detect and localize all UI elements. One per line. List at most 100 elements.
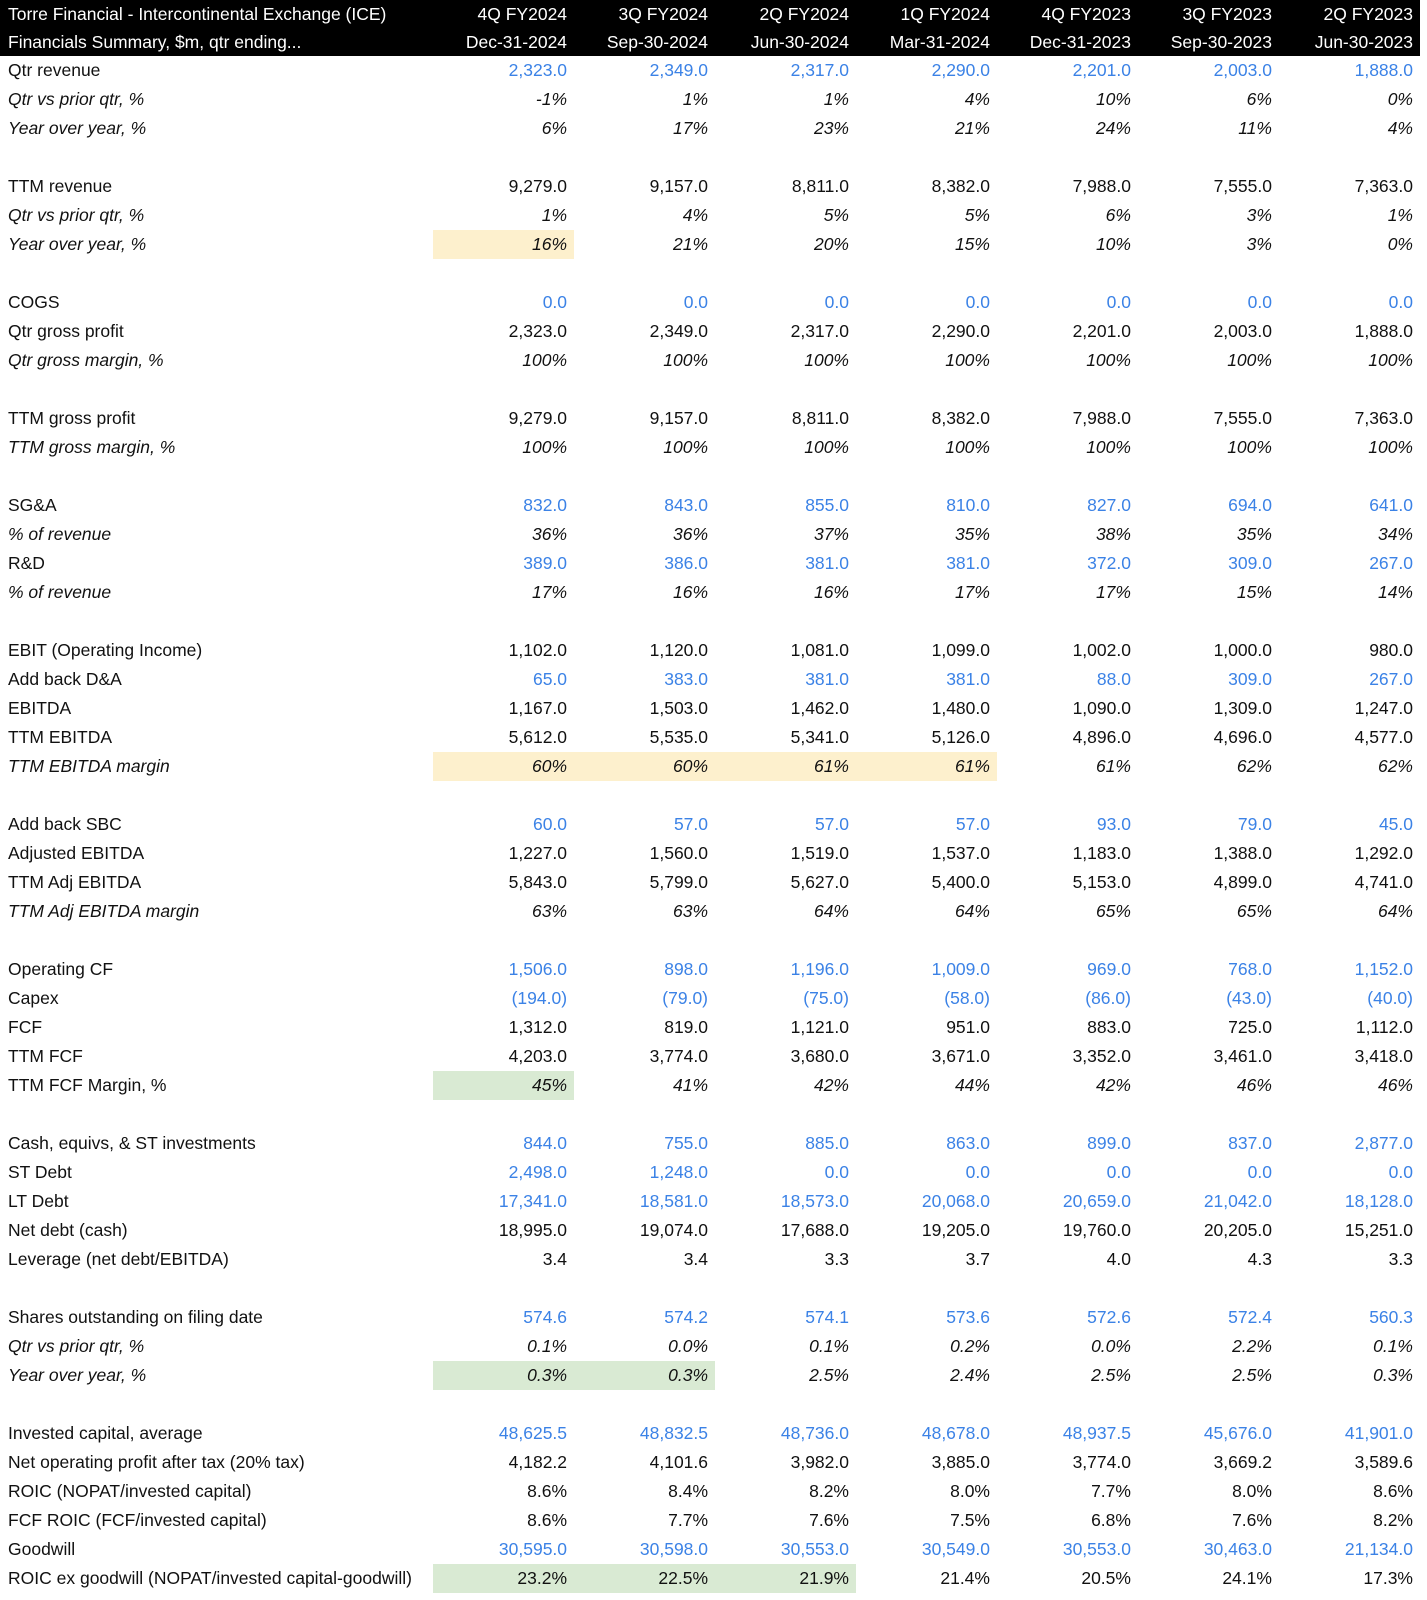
value-cell[interactable]: 3.3 [824, 1249, 849, 1269]
value-cell[interactable]: 21,042.0 [1203, 1191, 1272, 1211]
value-cell[interactable]: 64% [954, 901, 990, 921]
value-cell[interactable]: 100% [1086, 437, 1131, 457]
empty-cell[interactable] [433, 1274, 574, 1303]
empty-cell[interactable] [433, 781, 574, 810]
value-cell[interactable]: 48,937.5 [1062, 1423, 1131, 1443]
value-cell[interactable]: 21.4% [940, 1568, 990, 1588]
row-label[interactable]: Shares outstanding on filing date [8, 1307, 263, 1327]
value-cell[interactable]: 2.2% [1232, 1336, 1272, 1356]
value-cell[interactable]: 3,418.0 [1354, 1046, 1413, 1066]
empty-cell[interactable] [715, 1390, 856, 1419]
value-cell[interactable]: 61% [715, 752, 856, 781]
row-label[interactable]: % of revenue [8, 524, 112, 544]
sheet-subtitle[interactable]: Financials Summary, $m, qtr ending... [0, 28, 434, 56]
empty-cell[interactable] [1138, 1390, 1279, 1419]
value-cell[interactable]: 24.1% [1222, 1568, 1272, 1588]
empty-cell[interactable] [0, 926, 433, 955]
value-cell[interactable]: 65.0 [532, 669, 568, 689]
value-cell[interactable]: 5% [823, 205, 849, 225]
value-cell[interactable]: 1% [541, 205, 568, 225]
value-cell[interactable]: 100% [1368, 437, 1413, 457]
value-cell[interactable]: 1,309.0 [1213, 698, 1272, 718]
empty-cell[interactable] [1138, 375, 1279, 404]
row-label[interactable]: TTM Adj EBITDA margin [8, 901, 200, 921]
value-cell[interactable]: 0.0 [965, 1162, 990, 1182]
row-label[interactable]: Capex [8, 988, 59, 1008]
value-cell[interactable]: 573.6 [946, 1307, 990, 1327]
value-cell[interactable]: 572.4 [1228, 1307, 1272, 1327]
value-cell[interactable]: 2,877.0 [1354, 1133, 1413, 1153]
value-cell[interactable]: 45% [433, 1071, 575, 1100]
value-cell[interactable]: 79.0 [1237, 814, 1272, 834]
row-label[interactable]: LT Debt [8, 1191, 69, 1211]
date-header[interactable]: Jun-30-2024 [715, 28, 856, 56]
value-cell[interactable]: 1,121.0 [790, 1017, 849, 1037]
value-cell[interactable]: 0.3% [574, 1361, 716, 1390]
value-cell[interactable]: 48,736.0 [780, 1423, 849, 1443]
value-cell[interactable]: 389.0 [523, 553, 568, 573]
value-cell[interactable]: 6% [1246, 89, 1272, 109]
row-label[interactable]: Qtr gross margin, % [8, 350, 164, 370]
value-cell[interactable]: 5,612.0 [508, 727, 568, 747]
value-cell[interactable]: 574.2 [664, 1307, 709, 1327]
row-label[interactable]: TTM EBITDA [8, 727, 113, 747]
value-cell[interactable]: 42% [1095, 1075, 1131, 1095]
value-cell[interactable]: 14% [1377, 582, 1413, 602]
value-cell[interactable]: 16% [813, 582, 849, 602]
value-cell[interactable]: 9,157.0 [649, 408, 709, 428]
empty-cell[interactable] [1279, 259, 1420, 288]
value-cell[interactable]: 0% [1387, 234, 1413, 254]
value-cell[interactable]: 8.2% [809, 1481, 849, 1501]
value-cell[interactable]: 3,885.0 [931, 1452, 990, 1472]
value-cell[interactable]: 20% [813, 234, 849, 254]
value-cell[interactable]: 0.0 [1106, 292, 1131, 312]
value-cell[interactable]: 6% [541, 118, 568, 138]
value-cell[interactable]: 0.0 [1106, 1162, 1131, 1182]
value-cell[interactable]: 17% [954, 582, 990, 602]
empty-cell[interactable] [433, 1100, 574, 1129]
row-label[interactable]: TTM gross margin, % [8, 437, 176, 457]
value-cell[interactable]: 8.0% [1232, 1481, 1272, 1501]
value-cell[interactable]: 7.6% [809, 1510, 849, 1530]
value-cell[interactable]: 34% [1377, 524, 1413, 544]
value-cell[interactable]: 383.0 [664, 669, 709, 689]
value-cell[interactable]: 1,506.0 [508, 959, 568, 979]
empty-cell[interactable] [0, 375, 433, 404]
value-cell[interactable]: 20,068.0 [921, 1191, 990, 1211]
empty-cell[interactable] [433, 143, 574, 172]
value-cell[interactable]: 63% [532, 901, 568, 921]
value-cell[interactable]: 100% [663, 350, 709, 370]
value-cell[interactable]: 48,832.5 [639, 1423, 709, 1443]
value-cell[interactable]: 1,102.0 [508, 640, 568, 660]
empty-cell[interactable] [715, 143, 856, 172]
row-label[interactable]: Qtr vs prior qtr, % [8, 89, 145, 109]
value-cell[interactable]: 5% [964, 205, 990, 225]
value-cell[interactable]: 2,323.0 [508, 321, 568, 341]
value-cell[interactable]: 20.5% [1081, 1568, 1131, 1588]
period-header[interactable]: 4Q FY2024 [433, 0, 575, 28]
value-cell[interactable]: 100% [522, 350, 568, 370]
value-cell[interactable]: 20,205.0 [1203, 1220, 1272, 1240]
value-cell[interactable]: 2.5% [1091, 1365, 1131, 1385]
row-label[interactable]: Add back SBC [8, 814, 122, 834]
empty-cell[interactable] [856, 1390, 997, 1419]
value-cell[interactable]: 3,669.2 [1213, 1452, 1272, 1472]
value-cell[interactable]: 3% [1246, 205, 1272, 225]
value-cell[interactable]: 1,152.0 [1354, 959, 1413, 979]
value-cell[interactable]: 1,002.0 [1072, 640, 1131, 660]
value-cell[interactable]: 1,090.0 [1072, 698, 1131, 718]
value-cell[interactable]: 1,462.0 [790, 698, 849, 718]
value-cell[interactable]: 641.0 [1369, 495, 1413, 515]
value-cell[interactable]: 810.0 [946, 495, 990, 515]
empty-cell[interactable] [574, 1100, 715, 1129]
value-cell[interactable]: 1,009.0 [931, 959, 990, 979]
empty-cell[interactable] [715, 781, 856, 810]
value-cell[interactable]: 10% [1095, 89, 1131, 109]
value-cell[interactable]: 16% [672, 582, 709, 602]
row-label[interactable]: Qtr gross profit [8, 321, 124, 341]
value-cell[interactable]: 17,341.0 [498, 1191, 568, 1211]
row-label[interactable]: Year over year, % [8, 118, 147, 138]
value-cell[interactable]: 969.0 [1087, 959, 1131, 979]
date-header[interactable]: Jun-30-2023 [1278, 28, 1420, 56]
value-cell[interactable]: 100% [945, 437, 990, 457]
